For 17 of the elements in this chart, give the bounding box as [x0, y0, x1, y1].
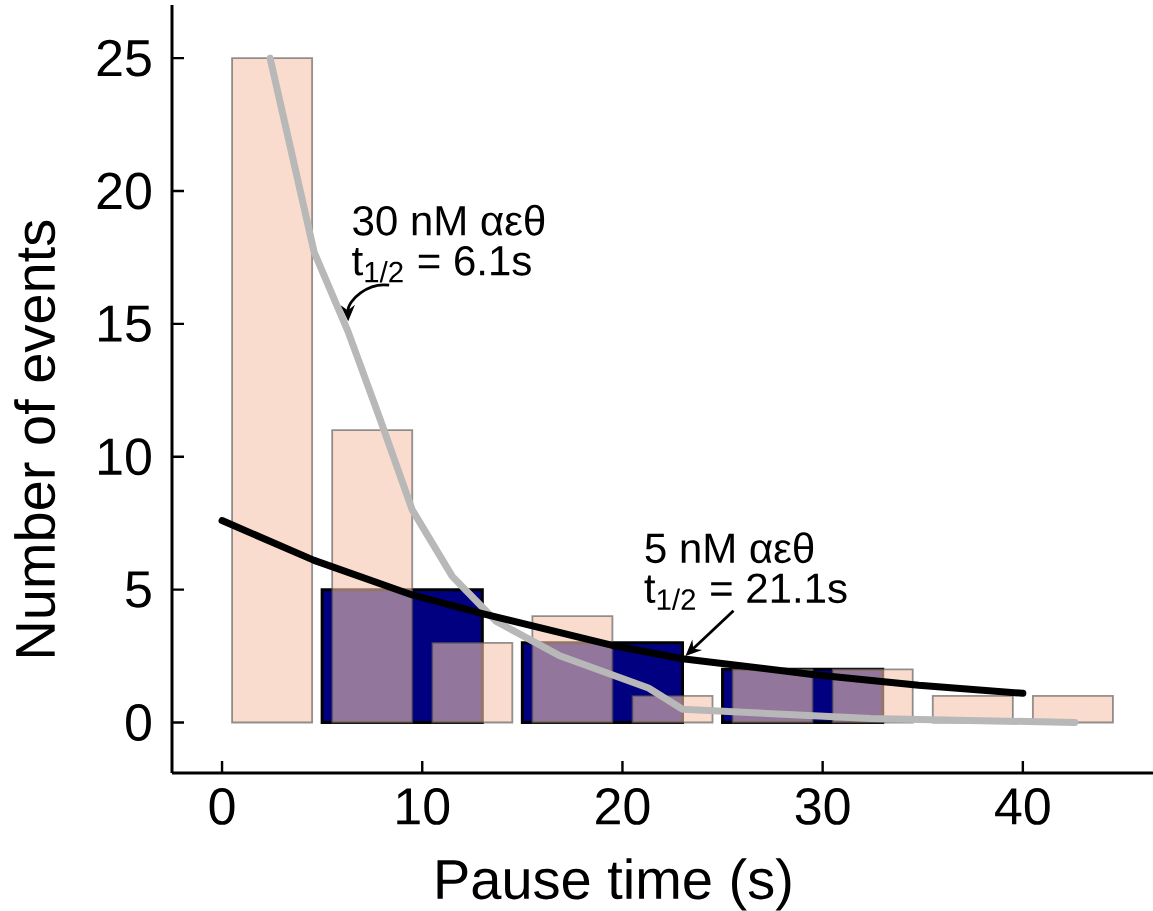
annotation: t$_{1/2}$ = 21.1s	[644, 573, 847, 611]
annotation: t$_{1/2}$ = 6.1s	[352, 245, 531, 283]
x-tick-label: 0	[209, 788, 235, 825]
annotation: 5 nM αεθ	[645, 532, 814, 564]
x-tick-label: 40	[995, 788, 1050, 825]
y-tick-label: 0	[126, 704, 151, 741]
y-tick-label: 5	[126, 571, 151, 608]
y-tick-label: 15	[99, 305, 151, 343]
y-tick-label: 25	[97, 39, 151, 77]
x-tick-label: 30	[795, 788, 850, 825]
y-axis-title: Number of events	[14, 220, 56, 657]
x-tick-label: 10	[397, 788, 450, 825]
annotation: 30 nM αεθ	[353, 204, 545, 236]
y-tick-label: 10	[99, 438, 151, 476]
x-tick-label: 20	[596, 788, 650, 825]
x-axis-title: Pause time (s)	[437, 858, 791, 911]
y-tick-label: 20	[97, 172, 151, 210]
